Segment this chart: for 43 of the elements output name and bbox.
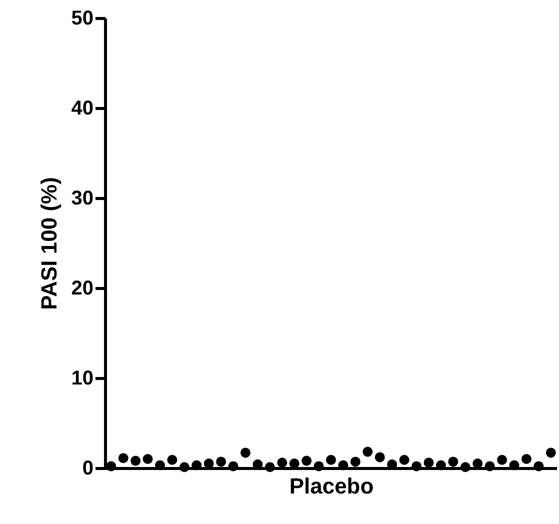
point bbox=[472, 458, 483, 468]
y-tick-label: 0 bbox=[82, 458, 94, 480]
point bbox=[289, 458, 300, 468]
point bbox=[448, 456, 458, 467]
point bbox=[204, 458, 214, 468]
point bbox=[424, 458, 434, 468]
point bbox=[509, 460, 520, 470]
point bbox=[534, 461, 544, 472]
point bbox=[546, 448, 556, 458]
point bbox=[399, 454, 410, 465]
point bbox=[374, 452, 385, 462]
point bbox=[460, 462, 470, 472]
point bbox=[228, 461, 238, 472]
point bbox=[154, 460, 165, 470]
y-tick-label: 20 bbox=[71, 278, 94, 300]
y-axis-title: PASI 100 (%) bbox=[36, 177, 62, 310]
point bbox=[118, 453, 128, 464]
point bbox=[326, 454, 336, 465]
point bbox=[436, 460, 446, 470]
point bbox=[167, 454, 178, 465]
point bbox=[497, 454, 508, 465]
point bbox=[277, 458, 288, 468]
y-tick-label: 40 bbox=[71, 98, 94, 120]
point bbox=[521, 454, 532, 464]
y-tick-label: 30 bbox=[71, 188, 94, 210]
point bbox=[484, 461, 495, 472]
point bbox=[130, 456, 141, 466]
point bbox=[264, 462, 275, 472]
point bbox=[362, 446, 373, 457]
point bbox=[106, 461, 116, 472]
point bbox=[179, 462, 190, 472]
point bbox=[216, 456, 226, 467]
y-tick-label: 10 bbox=[71, 368, 94, 390]
x-axis-title: Placebo bbox=[289, 474, 374, 498]
y-tick-label: 50 bbox=[71, 8, 94, 30]
point bbox=[338, 460, 348, 470]
point bbox=[350, 456, 360, 467]
point bbox=[142, 454, 153, 464]
point bbox=[302, 456, 312, 466]
point bbox=[192, 460, 202, 470]
point bbox=[240, 448, 250, 458]
point bbox=[314, 461, 324, 472]
point bbox=[412, 461, 422, 472]
